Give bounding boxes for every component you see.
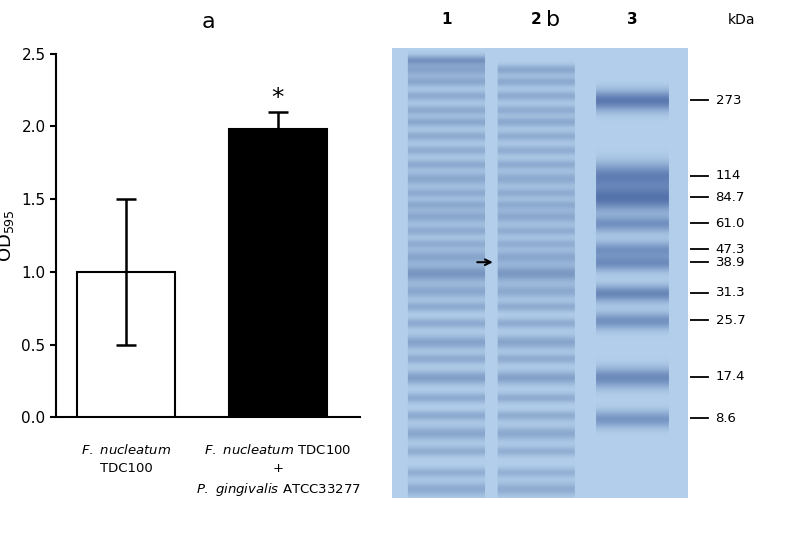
Text: 3: 3 [627,12,638,27]
Text: 47.3: 47.3 [716,243,745,256]
Text: 8.6: 8.6 [716,412,737,425]
Text: 61.0: 61.0 [716,217,745,230]
Text: 114: 114 [716,170,741,182]
Bar [230,129,326,417]
Y-axis label: OD$_{595}$: OD$_{595}$ [0,209,16,262]
Text: $\it{F.\ nucleatum}$ TDC100
+
$\it{P.\ gingivalis}$ ATCC33277: $\it{F.\ nucleatum}$ TDC100 + $\it{P.\ g… [196,443,360,498]
Text: 1: 1 [441,12,452,27]
Text: $\it{F.\ nucleatum}$
TDC100: $\it{F.\ nucleatum}$ TDC100 [81,443,171,475]
Text: b: b [546,10,560,30]
Text: 25.7: 25.7 [716,314,746,327]
Text: 31.3: 31.3 [716,286,746,300]
Text: *: * [272,86,284,110]
Text: 38.9: 38.9 [716,256,745,269]
Text: kDa: kDa [728,13,755,27]
Text: 17.4: 17.4 [716,370,745,384]
Text: 84.7: 84.7 [716,190,745,204]
Text: 2: 2 [531,12,542,27]
Text: 273: 273 [716,94,741,106]
Bar [78,272,174,417]
Text: a: a [201,12,215,32]
